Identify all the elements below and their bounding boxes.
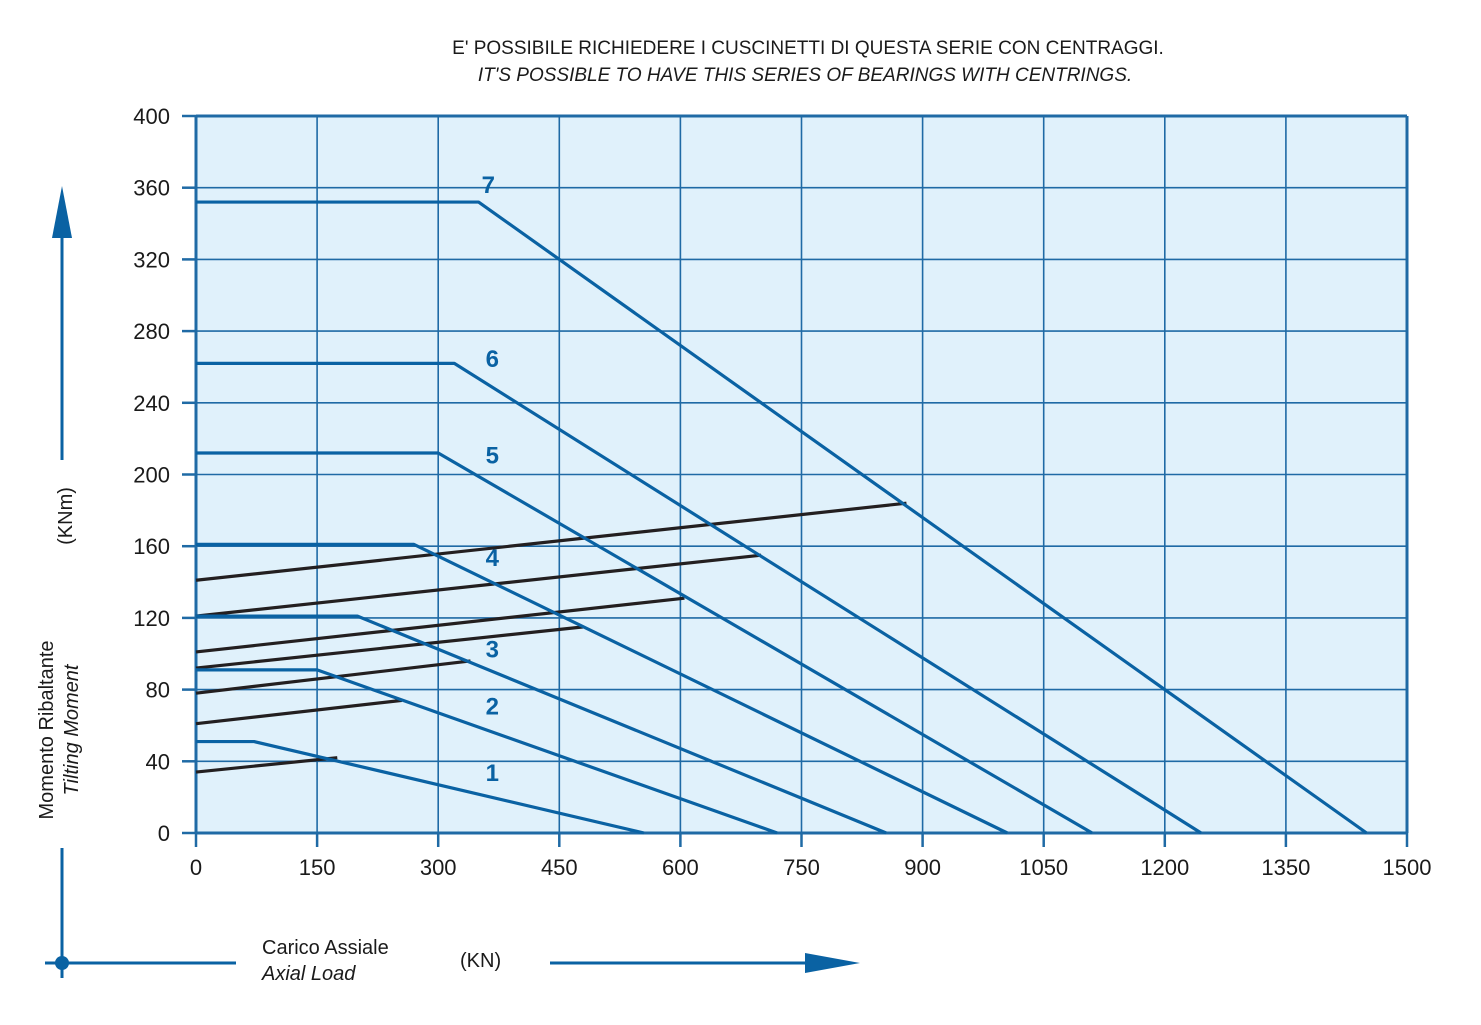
series-lines	[196, 200, 1368, 835]
limit-line	[195, 553, 762, 618]
series-label-5: 5	[486, 443, 499, 470]
grid	[194, 114, 1409, 835]
x-tick-label: 1350	[1261, 855, 1310, 880]
x-tick-label: 1200	[1140, 855, 1189, 880]
series-line-1	[196, 739, 645, 835]
series-line-7	[196, 200, 1368, 835]
y-tick-label: 80	[146, 678, 170, 703]
series-line-6	[196, 361, 1202, 835]
limit-lines	[195, 501, 907, 774]
chart-title: E' POSSIBILE RICHIEDERE I CUSCINETTI DI …	[452, 38, 1164, 59]
y-tick-label: 400	[133, 104, 170, 129]
y-tick-label: 280	[133, 319, 170, 344]
y-axis-arrow-icon	[52, 186, 72, 238]
series-label-2: 2	[486, 694, 499, 721]
limit-line	[195, 501, 907, 582]
y-tick-label: 160	[133, 534, 170, 559]
x-tick-label: 750	[783, 855, 820, 880]
y-tick-label: 240	[133, 391, 170, 416]
x-tick-label: 450	[541, 855, 578, 880]
series-label-4: 4	[486, 545, 500, 572]
series-line-2	[196, 668, 778, 835]
limit-line	[195, 756, 338, 774]
limit-line	[195, 625, 584, 670]
x-tick-label: 0	[190, 855, 202, 880]
y-tick-label: 360	[133, 176, 170, 201]
series-line-5	[196, 451, 1093, 835]
series-line-4	[196, 542, 1009, 835]
y-tick-label: 0	[158, 821, 170, 846]
limit-line	[195, 596, 685, 654]
series-label-3: 3	[486, 636, 499, 663]
axis-origin-dot	[55, 956, 69, 970]
chart-subtitle: IT'S POSSIBLE TO HAVE THIS SERIES OF BEA…	[478, 65, 1132, 86]
x-tick-label: 600	[662, 855, 699, 880]
x-tick-label: 150	[299, 855, 336, 880]
series-line-3	[196, 614, 887, 835]
x-axis-arrow-icon	[805, 953, 860, 973]
x-axis-label-en: Axial Load	[261, 963, 356, 985]
x-tick-label: 1050	[1019, 855, 1068, 880]
y-tick-label: 40	[146, 749, 170, 774]
y-tick-label: 200	[133, 463, 170, 488]
series-labels: 1 2 3 4 5 6 7	[482, 172, 500, 787]
x-tick-label: 300	[420, 855, 457, 880]
y-tick-label: 120	[133, 606, 170, 631]
y-tick-label: 320	[133, 247, 170, 272]
limit-line	[195, 698, 403, 726]
series-label-1: 1	[486, 760, 499, 787]
y-axis-label-it: Momento Ribaltante	[36, 641, 58, 820]
x-tick-label: 900	[904, 855, 941, 880]
y-axis-label-en: Tilting Moment	[61, 663, 83, 795]
series-label-6: 6	[486, 346, 499, 373]
x-axis-label-it: Carico Assiale	[262, 937, 389, 959]
y-axis-unit: (KNm)	[55, 487, 77, 545]
x-tick-label: 1500	[1383, 855, 1432, 880]
axis-ticks: 0 40 80 120 160 200 240 280 320 360 400 0 150 300 450 6…	[133, 104, 1431, 880]
series-label-7: 7	[482, 172, 495, 199]
x-axis-unit: (KN)	[460, 950, 501, 972]
